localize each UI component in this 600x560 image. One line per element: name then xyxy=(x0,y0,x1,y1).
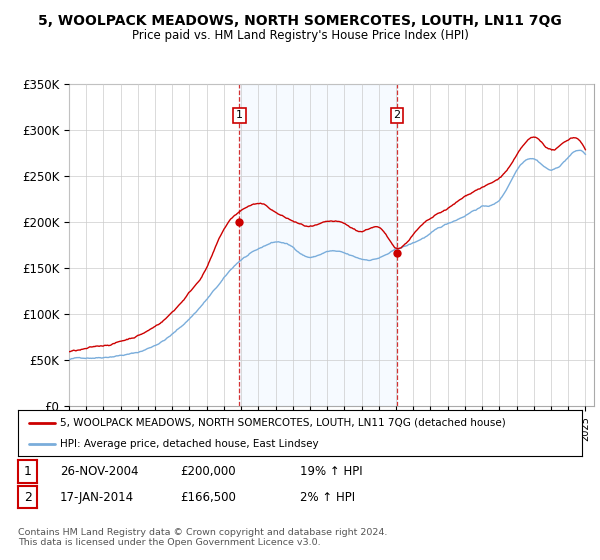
Bar xyxy=(239,84,397,406)
Text: 5, WOOLPACK MEADOWS, NORTH SOMERCOTES, LOUTH, LN11 7QG: 5, WOOLPACK MEADOWS, NORTH SOMERCOTES, L… xyxy=(38,14,562,28)
Text: 5, WOOLPACK MEADOWS, NORTH SOMERCOTES, LOUTH, LN11 7QG (detached house): 5, WOOLPACK MEADOWS, NORTH SOMERCOTES, L… xyxy=(60,418,506,428)
Text: £166,500: £166,500 xyxy=(180,491,236,504)
Text: 26-NOV-2004: 26-NOV-2004 xyxy=(60,465,139,478)
Text: £200,000: £200,000 xyxy=(180,465,236,478)
Text: 1: 1 xyxy=(236,110,243,120)
Text: 2: 2 xyxy=(23,491,32,504)
Text: 1: 1 xyxy=(23,465,32,478)
Text: 2% ↑ HPI: 2% ↑ HPI xyxy=(300,491,355,504)
Text: Contains HM Land Registry data © Crown copyright and database right 2024.
This d: Contains HM Land Registry data © Crown c… xyxy=(18,528,388,547)
Text: 2: 2 xyxy=(394,110,400,120)
Text: Price paid vs. HM Land Registry's House Price Index (HPI): Price paid vs. HM Land Registry's House … xyxy=(131,29,469,42)
Text: 17-JAN-2014: 17-JAN-2014 xyxy=(60,491,134,504)
Text: 19% ↑ HPI: 19% ↑ HPI xyxy=(300,465,362,478)
Text: HPI: Average price, detached house, East Lindsey: HPI: Average price, detached house, East… xyxy=(60,439,319,449)
